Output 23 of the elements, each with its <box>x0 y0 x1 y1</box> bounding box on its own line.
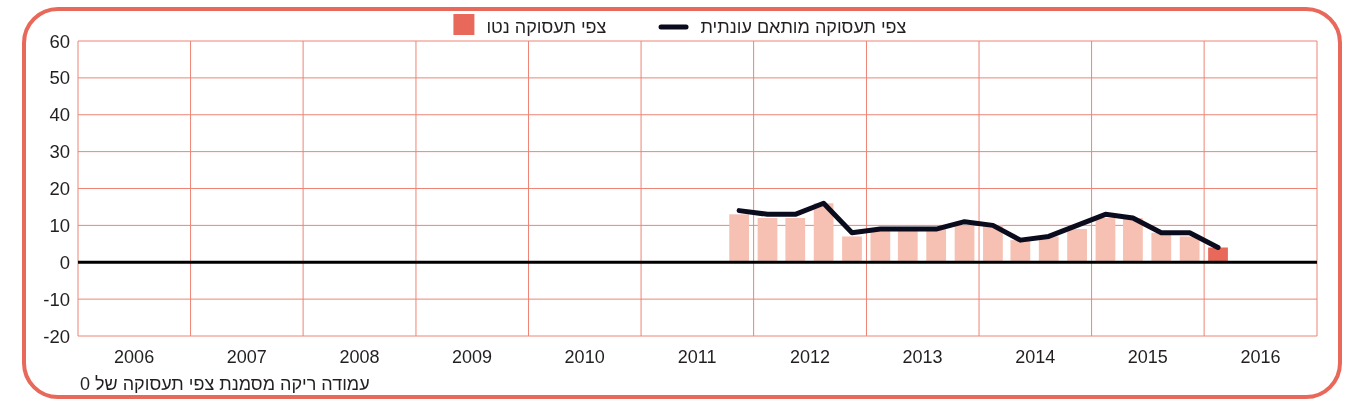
y-tick-label: 40 <box>49 104 70 126</box>
y-tick-label: 0 <box>59 251 70 273</box>
legend-label: צפי תעסוקה נטו <box>486 17 607 37</box>
x-tick-label: 2015 <box>1127 347 1168 367</box>
x-tick-label: 2013 <box>902 347 943 367</box>
x-tick-label: 2007 <box>226 347 267 367</box>
x-tick-label: 2010 <box>564 347 605 367</box>
x-tick-label: 2006 <box>114 347 155 367</box>
x-tick-label: 2011 <box>677 347 717 367</box>
legend-label: צפי תעסוקה מותאם עונתית <box>700 17 907 37</box>
y-tick-label: -20 <box>43 325 70 347</box>
y-tick-label: 30 <box>49 141 70 163</box>
x-tick-label: 2009 <box>452 347 493 367</box>
annotation: עמודה ריקה מסמנת צפי תעסוקה של 0 <box>80 374 370 394</box>
x-tick-label: 2016 <box>1240 347 1281 367</box>
y-tick-label: 50 <box>49 67 70 89</box>
y-tick-label: 60 <box>49 30 70 52</box>
x-tick-label: 2014 <box>1015 347 1056 367</box>
y-tick-label: 20 <box>49 178 70 199</box>
y-tick-label: -10 <box>43 288 70 310</box>
x-tick-label: 2008 <box>339 347 380 367</box>
y-tick-label: 10 <box>49 214 70 236</box>
x-tick-label: 2012 <box>790 347 831 367</box>
